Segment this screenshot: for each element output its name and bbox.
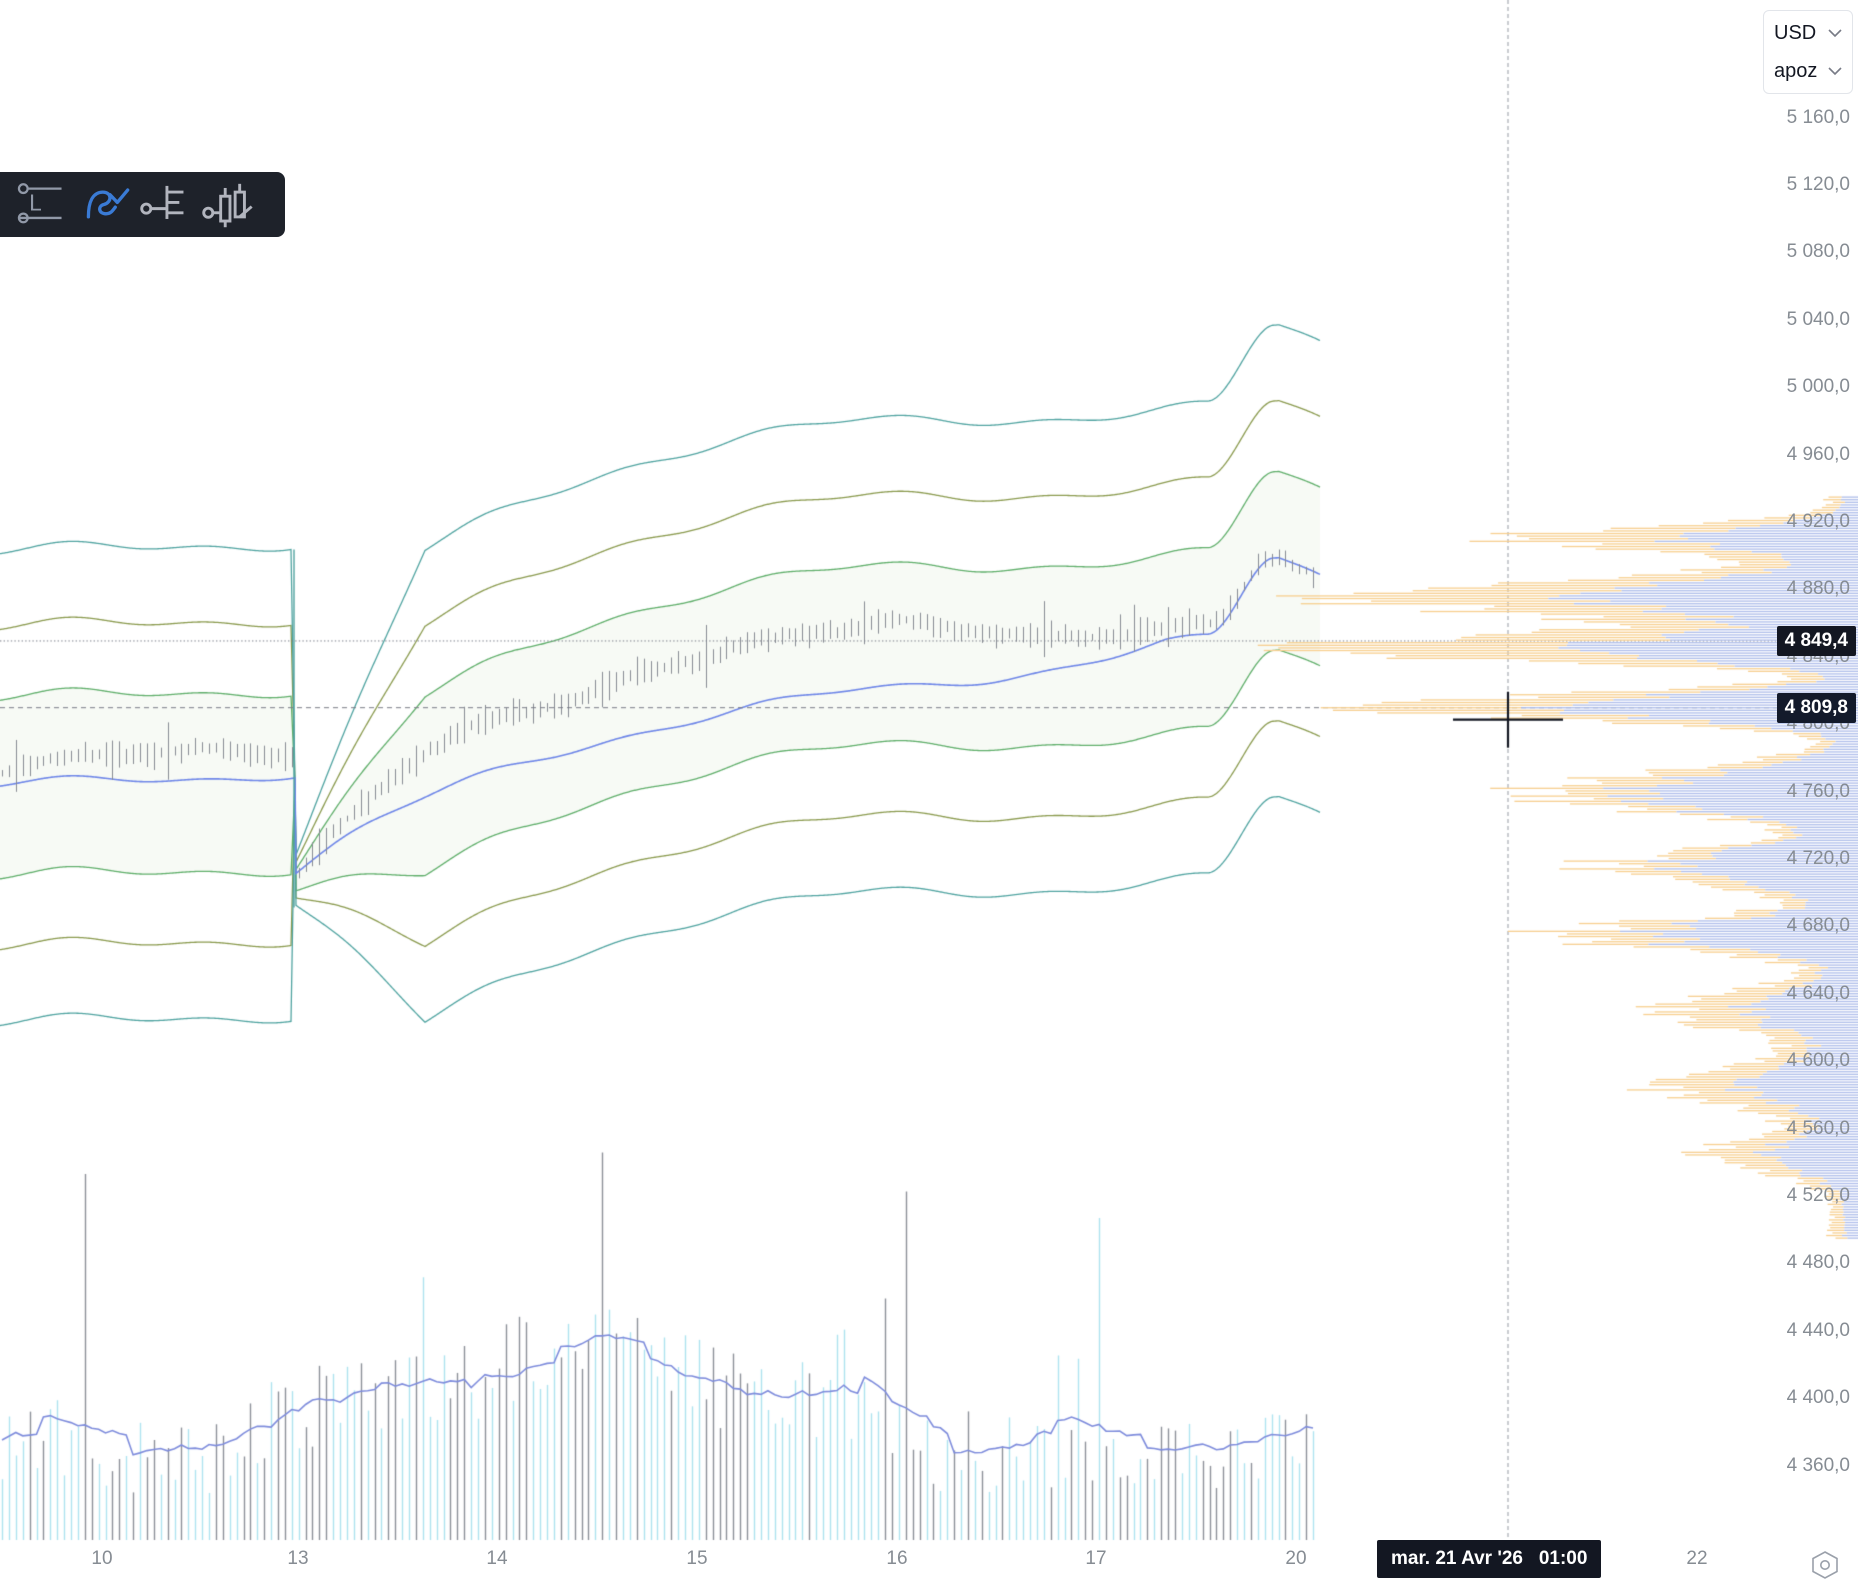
svg-text:L: L <box>29 190 42 216</box>
